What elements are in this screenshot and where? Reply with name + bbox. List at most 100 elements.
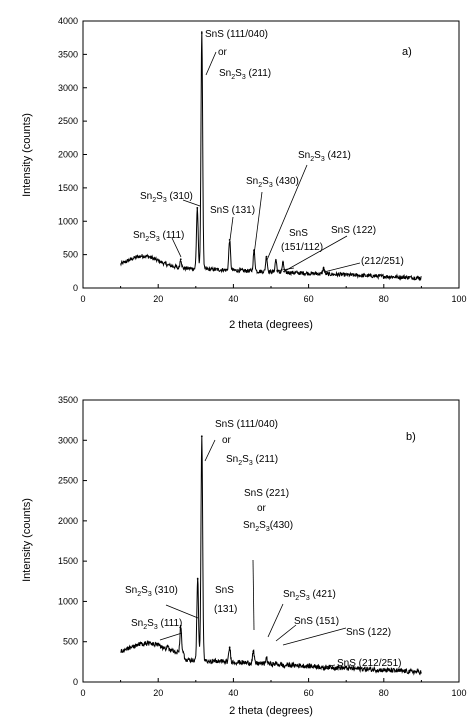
b-xtick-label: 0 (80, 688, 85, 698)
b-ytick-label: 3000 (58, 435, 78, 445)
a-peak-point (196, 207, 199, 209)
b-peak-point (228, 646, 231, 649)
a-peak-point (265, 255, 268, 258)
b-peak-point (322, 668, 325, 671)
arrow-sns-131 (229, 216, 234, 241)
ann-sns-111-040: SnS (111/040) (205, 29, 268, 40)
a-ytick-label: 3500 (58, 49, 78, 59)
b-peak-point (200, 435, 203, 438)
a-peak-point (322, 267, 325, 269)
a-ytick-label: 2000 (58, 150, 78, 160)
b-xtick-label: 20 (153, 688, 163, 698)
a-ytick-label: 1500 (58, 183, 78, 193)
panel-a-label: a) (402, 46, 412, 58)
panel-a: 0 20 40 60 80 1000500100015002000250030003500… (21, 16, 467, 331)
ann-b-131: (131) (214, 604, 237, 615)
arrow-b-sns-151 (275, 624, 297, 642)
ann-b-sn2s3-430: Sn2S3(430) (243, 520, 293, 533)
panel-a-series-line (120, 31, 422, 282)
panel-b-label: b) (406, 431, 416, 443)
a-ytick-label: 2500 (58, 116, 78, 126)
b-ytick-label: 2500 (58, 476, 78, 486)
ann-sn2s3-211: Sn2S3 (211) (219, 68, 271, 81)
ann-151-112: (151/112) (281, 242, 323, 253)
arrow-b-sns-212-251 (323, 664, 336, 668)
panel-b-xlabel: 2 theta (degrees) (229, 705, 313, 717)
a-ytick-label: 3000 (58, 83, 78, 93)
ann-b-sn2s3-421: Sn2S3 (421) (283, 589, 336, 602)
b-ytick-label: 500 (63, 637, 78, 647)
ann-b-or-2: or (257, 503, 267, 514)
b-xtick-label: 60 (304, 688, 314, 698)
panel-a-plot-frame (82, 20, 460, 289)
ann-sn2s3-111: Sn2S3 (111) (133, 230, 184, 243)
b-peak-point (252, 650, 255, 653)
ann-b-sn2s3-211: Sn2S3 (211) (226, 454, 278, 467)
arrow-b-sns-122 (282, 627, 347, 646)
panel-b-peak-markers (166, 435, 325, 671)
ann-b-sn2s3-111: Sn2S3 (111) (131, 618, 182, 631)
a-peak-point (179, 258, 182, 261)
ann-b-sn2s3-310: Sn2S3 (310) (125, 585, 178, 598)
a-xtick-label: 40 (228, 294, 238, 304)
a-xtick-label: 0 (80, 294, 85, 304)
a-peak-point (282, 261, 284, 264)
a-xtick-label: 100 (451, 294, 466, 304)
panel-a-annotation-arrows (171, 51, 361, 273)
ann-212-251: (212/251) (361, 256, 404, 267)
b-ytick-label: 3500 (58, 395, 78, 405)
ann-or: or (218, 47, 228, 58)
arrow-b-sn2s3-421 (267, 603, 284, 638)
b-peak-point (196, 577, 199, 580)
b-peak-point (274, 662, 277, 665)
a-ytick-label: 1000 (58, 216, 78, 226)
arrow-sn2s3-421 (266, 164, 308, 261)
a-xtick-label: 60 (304, 294, 314, 304)
a-peak-point (200, 32, 203, 34)
b-peak-point (179, 624, 182, 627)
b-xtick-label: 100 (451, 688, 466, 698)
panel-a-ticks: 0 20 40 60 80 1000500100015002000250030003500… (58, 16, 467, 304)
b-xtick-label: 40 (228, 688, 238, 698)
panel-b-plot-frame (82, 399, 460, 683)
arrow-b-sns-111-040 (204, 439, 216, 462)
b-peak-point (265, 656, 268, 659)
ann-b-sns-122: SnS (122) (346, 627, 391, 638)
ann-sn2s3-310: Sn2S3 (310) (140, 191, 193, 204)
panel-b-series-line (120, 436, 422, 676)
arrow-sn2s3-111 (171, 237, 182, 258)
arrow-sns-151-112 (275, 267, 295, 272)
ann-sns-131: SnS (131) (210, 205, 255, 216)
a-ytick-label: 500 (63, 250, 78, 260)
b-ytick-label: 0 (73, 677, 78, 687)
arrow-sns-111-040 (205, 51, 217, 76)
b-ytick-label: 1500 (58, 556, 78, 566)
a-peak-point (274, 259, 277, 261)
arrow-212-251 (323, 262, 361, 273)
ann-b-sns-221: SnS (221) (244, 488, 289, 499)
b-ytick-label: 2000 (58, 516, 78, 526)
b-ytick-label: 1000 (58, 596, 78, 606)
panel-b-annotation-arrows (159, 439, 347, 668)
ann-b-or-1: or (222, 435, 232, 446)
arrow-sn2s3-430 (253, 191, 263, 256)
panel-b: 0 20 40 60 80 1000500100015002000250030003500… (21, 395, 467, 717)
ann-sns: SnS (289, 228, 308, 239)
a-xtick-label: 80 (379, 294, 389, 304)
arrow-b-sn2s3-310 (165, 604, 199, 619)
a-ytick-label: 0 (73, 283, 78, 293)
arrow-sns-122 (282, 235, 348, 273)
b-peak-point (166, 644, 169, 647)
ann-sns-122: SnS (122) (331, 225, 376, 236)
arrow-b-sns-221 (252, 559, 255, 631)
ann-b-sns-111-040: SnS (111/040) (215, 419, 278, 430)
a-xtick-label: 20 (153, 294, 163, 304)
panel-b-ylabel: Intensity (counts) (21, 498, 33, 582)
ann-sn2s3-421: Sn2S3 (421) (298, 150, 351, 163)
a-ytick-label: 4000 (58, 16, 78, 26)
ann-b-sns-151: SnS (151) (294, 616, 339, 627)
panel-a-xlabel: 2 theta (degrees) (229, 319, 313, 331)
b-peak-point (283, 665, 286, 668)
